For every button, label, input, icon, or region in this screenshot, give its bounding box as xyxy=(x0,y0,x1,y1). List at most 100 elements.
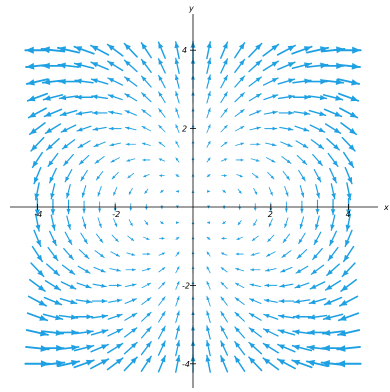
vector-arrow xyxy=(50,183,56,200)
vector-arrow xyxy=(174,57,180,75)
vector-arrow xyxy=(307,314,328,320)
vector-arrow xyxy=(264,283,278,288)
vector-arrow xyxy=(175,310,180,324)
vector-arrow xyxy=(205,354,211,373)
vector-arrow xyxy=(220,41,229,59)
vector-arrow xyxy=(108,110,123,115)
vector-arrow xyxy=(73,62,95,70)
vector-arrow xyxy=(61,264,76,275)
vector-arrow xyxy=(97,186,102,197)
vector-arrow xyxy=(206,157,211,163)
vector-arrow xyxy=(267,234,275,243)
vector-arrow xyxy=(234,326,246,339)
vector-arrow xyxy=(234,341,246,356)
vector-arrow xyxy=(206,174,211,178)
vector-arrow xyxy=(234,311,245,322)
vector-arrow xyxy=(57,46,81,54)
vector-arrow xyxy=(220,74,228,89)
vector-arrow xyxy=(324,280,342,291)
vector-arrow xyxy=(284,186,289,197)
vector-arrow xyxy=(140,341,152,356)
vector-arrow xyxy=(128,219,133,227)
vector-arrow xyxy=(27,107,47,119)
vector-arrow xyxy=(251,235,259,242)
vector-arrow xyxy=(141,311,152,322)
vector-arrow xyxy=(78,154,90,165)
vector-arrow xyxy=(59,109,78,117)
vector-arrow xyxy=(313,231,322,246)
vector-arrow xyxy=(206,57,212,75)
vector-arrow xyxy=(124,327,138,338)
vector-arrow xyxy=(158,296,166,306)
vector-arrow xyxy=(234,42,246,59)
vector-arrow xyxy=(174,74,180,89)
vector-arrow xyxy=(126,252,136,256)
vector-arrow xyxy=(76,125,92,132)
vector-arrow xyxy=(109,268,121,272)
vector-arrow xyxy=(29,122,46,136)
vector-arrow xyxy=(206,140,211,148)
vector-arrow xyxy=(95,233,104,244)
vector-arrow xyxy=(158,311,166,323)
vector-arrow xyxy=(143,236,150,240)
vector-arrow xyxy=(206,295,211,307)
vector-arrow xyxy=(140,355,152,372)
vector-arrow xyxy=(337,78,361,86)
vector-arrow xyxy=(158,108,166,118)
vector-arrow xyxy=(281,250,292,258)
vector-arrow xyxy=(220,91,228,103)
vector-arrow xyxy=(175,354,181,373)
vector-arrow xyxy=(220,124,228,133)
vector-arrow xyxy=(73,359,95,369)
vector-arrow xyxy=(90,358,110,370)
vector-arrow xyxy=(125,126,137,131)
vector-arrow xyxy=(294,282,310,289)
vector-arrow xyxy=(341,136,356,152)
vector-arrow xyxy=(175,266,180,274)
y-tick-label: 4 xyxy=(182,46,187,55)
vector-arrow xyxy=(315,184,320,199)
vector-arrow xyxy=(262,60,279,72)
vector-arrow xyxy=(141,282,152,289)
vector-arrow xyxy=(220,58,229,74)
vector-arrow xyxy=(296,249,308,260)
vector-arrow xyxy=(159,189,164,193)
vector-arrow xyxy=(220,311,228,323)
vector-arrow xyxy=(74,94,94,100)
vector-arrow xyxy=(281,156,292,164)
vector-arrow xyxy=(74,314,94,320)
vector-arrow xyxy=(341,262,356,278)
vector-arrow xyxy=(249,110,262,116)
vector-arrow xyxy=(25,329,49,337)
vector-arrow xyxy=(342,151,355,169)
vector-arrow xyxy=(50,214,56,231)
vector-arrow xyxy=(248,42,263,58)
vector-arrow xyxy=(175,339,181,357)
vector-arrow xyxy=(309,281,326,290)
vector-arrow xyxy=(31,151,44,169)
vector-arrow xyxy=(339,295,359,307)
vector-arrow xyxy=(339,107,359,119)
vector-arrow xyxy=(43,108,63,118)
vector-arrow xyxy=(140,326,152,339)
vector-arrow xyxy=(299,216,305,229)
vector-arrow xyxy=(111,171,119,180)
vector-arrow xyxy=(47,246,59,262)
vector-arrow xyxy=(264,126,278,131)
vector-arrow xyxy=(220,340,229,356)
vector-arrow xyxy=(144,220,149,226)
vector-arrow xyxy=(142,252,151,256)
vector-arrow xyxy=(234,297,245,305)
vector-arrow xyxy=(323,108,343,118)
vector-arrow xyxy=(262,357,280,371)
vector-arrow xyxy=(344,229,353,248)
vector-arrow xyxy=(336,62,361,70)
vector-arrow xyxy=(126,158,136,162)
vector-arrow xyxy=(158,74,166,89)
vector-arrow xyxy=(90,343,109,353)
vector-arrow xyxy=(322,329,345,336)
vector-arrow xyxy=(250,158,260,162)
vector-arrow xyxy=(220,325,228,340)
vector-arrow xyxy=(77,265,91,274)
